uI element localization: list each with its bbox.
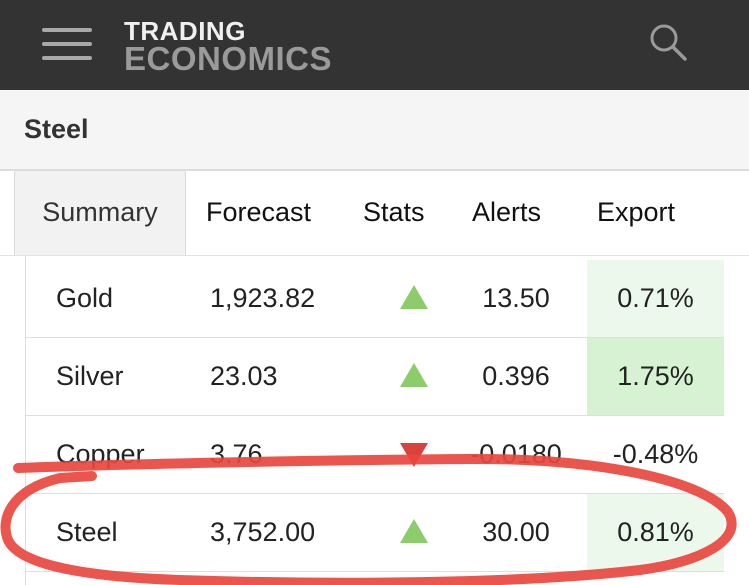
page-title: Steel (24, 114, 89, 144)
commodity-percent-change: 1.75% (587, 338, 724, 415)
commodity-price: 3,752.00 (210, 517, 316, 547)
tab-bar: Summary Forecast Stats Alerts Export (0, 171, 749, 256)
commodity-change: -0.0180 (470, 439, 562, 469)
arrow-up-icon (400, 285, 428, 309)
tab-alerts[interactable]: Alerts (472, 197, 542, 227)
search-icon[interactable] (648, 22, 688, 62)
commodity-name[interactable]: Steel (56, 517, 118, 547)
tab-stats[interactable]: Stats (363, 197, 425, 227)
hamburger-menu-icon[interactable] (42, 26, 92, 64)
table-border (25, 256, 26, 585)
arrow-up-icon (400, 519, 428, 543)
commodity-price: 1,923.82 (210, 283, 316, 313)
commodity-name[interactable]: Silver (56, 361, 124, 391)
top-header: TRADING ECONOMICS (0, 0, 749, 90)
tab-forecast[interactable]: Forecast (206, 197, 312, 227)
commodity-change: 13.50 (482, 283, 550, 313)
commodity-name[interactable]: Gold (56, 283, 114, 313)
commodity-percent-change: 0.71% (587, 260, 724, 337)
arrow-up-icon (400, 363, 428, 387)
commodity-percent-change: -0.48% (612, 439, 699, 469)
table-row-silver[interactable]: Silver 23.03 0.396 1.75% (26, 338, 724, 416)
commodity-change: 0.396 (482, 361, 550, 391)
table-row-gold[interactable]: Gold 1,923.82 13.50 0.71% (26, 260, 724, 338)
commodity-percent-change: 0.81% (587, 494, 724, 571)
tab-export[interactable]: Export (597, 197, 676, 227)
commodity-price: 3.76 (210, 439, 263, 469)
logo-line1: TRADING (124, 16, 246, 46)
logo[interactable]: TRADING ECONOMICS (124, 18, 332, 75)
table-row-steel[interactable]: Steel 3,752.00 30.00 0.81% (26, 494, 724, 572)
tab-summary[interactable]: Summary (15, 171, 186, 255)
page-title-bar: Steel (0, 90, 749, 171)
commodity-price: 23.03 (210, 361, 278, 391)
tab-bar-border (14, 171, 15, 255)
commodity-name[interactable]: Copper (56, 439, 145, 469)
commodity-change: 30.00 (482, 517, 550, 547)
logo-line2: ECONOMICS (124, 40, 333, 77)
table-row-copper[interactable]: Copper 3.76 -0.0180 -0.48% (26, 416, 724, 494)
arrow-down-icon (400, 443, 428, 467)
